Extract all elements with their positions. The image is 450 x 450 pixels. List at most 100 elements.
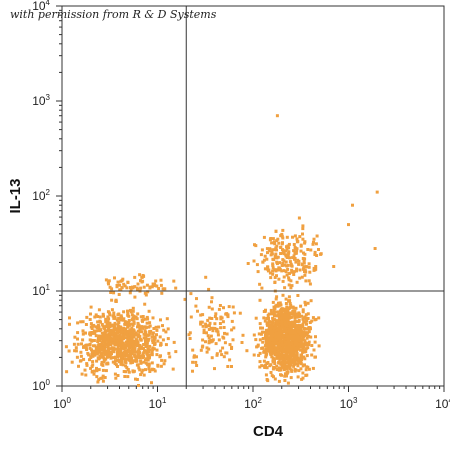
data-point xyxy=(98,350,102,354)
data-point xyxy=(97,329,101,332)
data-point xyxy=(246,262,250,265)
data-point xyxy=(102,343,106,347)
data-point xyxy=(116,336,120,340)
data-point xyxy=(271,272,275,276)
data-point xyxy=(99,334,102,338)
data-point xyxy=(222,336,226,340)
data-point xyxy=(301,348,305,352)
data-point xyxy=(131,332,135,336)
data-point xyxy=(97,368,101,372)
data-point xyxy=(153,335,157,339)
data-point xyxy=(84,373,88,377)
data-point xyxy=(94,329,98,333)
data-point xyxy=(160,358,164,362)
data-point xyxy=(129,331,133,335)
data-point xyxy=(245,349,249,353)
data-point xyxy=(271,237,275,241)
data-point xyxy=(274,246,278,250)
data-point xyxy=(264,308,267,312)
data-point xyxy=(284,329,288,333)
data-point xyxy=(67,349,71,353)
data-point xyxy=(196,309,199,313)
data-point xyxy=(275,331,278,335)
data-point xyxy=(258,298,262,302)
data-point xyxy=(134,350,138,354)
data-point xyxy=(110,324,114,328)
data-point xyxy=(291,328,295,332)
data-point xyxy=(313,253,317,256)
data-point xyxy=(308,326,312,330)
data-point xyxy=(297,342,301,346)
data-point xyxy=(218,304,222,307)
data-point xyxy=(116,374,120,377)
data-point xyxy=(304,347,308,351)
data-point xyxy=(296,339,300,343)
data-point xyxy=(119,362,123,366)
data-point xyxy=(283,286,287,290)
data-point xyxy=(290,342,294,346)
data-point xyxy=(109,356,113,360)
data-point xyxy=(292,359,296,362)
data-point xyxy=(135,317,139,321)
data-point xyxy=(133,275,137,279)
data-point xyxy=(138,273,142,277)
data-point xyxy=(303,315,307,319)
data-point xyxy=(283,321,287,325)
data-point xyxy=(301,310,305,314)
data-point xyxy=(142,343,146,346)
data-point xyxy=(305,354,309,358)
data-point xyxy=(136,329,140,333)
data-point xyxy=(109,338,113,342)
data-point xyxy=(287,251,291,255)
data-point xyxy=(125,286,129,290)
data-point xyxy=(112,336,116,340)
data-point xyxy=(230,328,234,332)
data-point xyxy=(128,353,131,357)
data-point xyxy=(285,374,288,378)
data-point xyxy=(96,351,100,354)
data-point xyxy=(126,281,130,284)
data-point xyxy=(121,353,125,357)
data-point xyxy=(153,341,157,345)
data-point xyxy=(278,303,282,307)
data-point xyxy=(230,345,234,349)
data-point xyxy=(105,352,109,356)
data-point xyxy=(278,268,282,272)
data-point xyxy=(280,234,284,238)
data-point xyxy=(304,368,308,372)
data-point xyxy=(292,273,296,276)
data-point xyxy=(119,360,123,363)
data-point xyxy=(283,379,287,382)
data-point xyxy=(109,291,113,294)
data-point xyxy=(304,350,308,354)
data-point xyxy=(161,287,165,291)
data-point xyxy=(128,346,131,350)
data-point xyxy=(298,235,302,239)
data-point xyxy=(210,300,213,304)
data-point xyxy=(151,346,155,350)
data-point xyxy=(141,354,145,358)
data-point xyxy=(152,368,156,371)
data-point xyxy=(103,376,107,379)
data-point xyxy=(265,267,269,271)
data-point xyxy=(126,325,130,329)
data-point xyxy=(100,341,104,345)
data-point xyxy=(228,358,232,362)
data-point xyxy=(132,369,136,373)
data-point xyxy=(88,338,92,342)
data-point xyxy=(145,352,149,356)
data-point xyxy=(284,331,288,335)
data-point xyxy=(297,216,301,220)
data-point xyxy=(319,252,323,256)
data-point xyxy=(142,332,146,336)
data-point xyxy=(149,329,153,333)
data-point xyxy=(293,322,296,326)
data-point xyxy=(268,338,272,342)
data-point xyxy=(260,248,264,252)
data-point xyxy=(211,329,215,333)
data-point xyxy=(159,278,163,282)
data-point xyxy=(206,334,210,338)
data-point xyxy=(292,243,296,246)
data-point xyxy=(296,344,300,348)
